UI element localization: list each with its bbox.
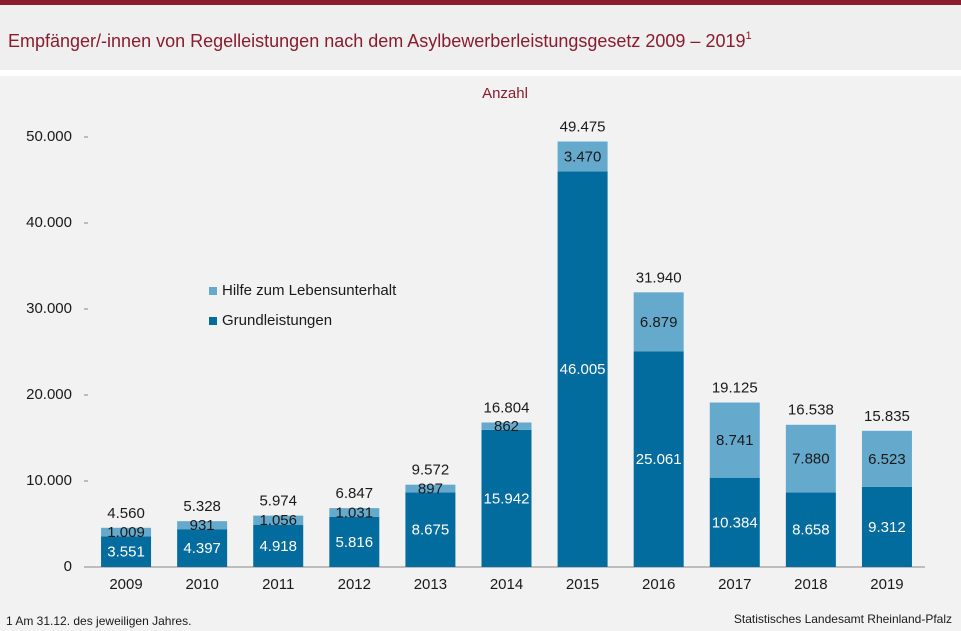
data-label: 1.056 bbox=[259, 512, 297, 529]
bar-segment bbox=[557, 141, 608, 172]
bar-segment bbox=[557, 171, 608, 567]
bar-segment bbox=[253, 524, 304, 567]
source: Statistisches Landesamt Rheinland-Pfalz bbox=[734, 612, 952, 626]
bar-segment bbox=[101, 536, 152, 567]
x-tick-label: 2013 bbox=[414, 576, 447, 593]
total-label: 9.572 bbox=[412, 462, 450, 479]
bar-segment bbox=[481, 429, 532, 567]
data-label: 25.061 bbox=[636, 451, 682, 468]
y-tick-label: 40.000 bbox=[26, 214, 72, 231]
data-label: 6.523 bbox=[868, 451, 906, 468]
data-label: 8.658 bbox=[792, 522, 830, 539]
data-label: 7.880 bbox=[792, 451, 830, 468]
data-label: 897 bbox=[418, 481, 443, 498]
x-tick-label: 2019 bbox=[870, 576, 903, 593]
data-label: 15.942 bbox=[484, 490, 530, 507]
title-band bbox=[0, 5, 961, 70]
data-label: 46.005 bbox=[560, 361, 606, 378]
total-label: 6.847 bbox=[336, 485, 374, 502]
x-tick-label: 2014 bbox=[490, 576, 523, 593]
x-tick-label: 2017 bbox=[718, 576, 751, 593]
bar-segment bbox=[633, 292, 684, 352]
bar-segment bbox=[861, 486, 912, 567]
x-tick-label: 2009 bbox=[109, 576, 142, 593]
data-label: 3.470 bbox=[564, 148, 602, 165]
data-label: 5.816 bbox=[336, 534, 374, 551]
bar-segment bbox=[329, 508, 380, 517]
x-tick-label: 2018 bbox=[794, 576, 827, 593]
bar-segment bbox=[253, 515, 304, 525]
bar-segment bbox=[405, 492, 456, 567]
data-label: 9.312 bbox=[868, 519, 906, 536]
x-tick-label: 2016 bbox=[642, 576, 675, 593]
data-label: 3.551 bbox=[107, 544, 145, 561]
data-label: 8.675 bbox=[412, 522, 450, 539]
data-label: 4.397 bbox=[183, 540, 221, 557]
bar-segment bbox=[405, 484, 456, 493]
legend-label: Hilfe zum Lebensunterhalt bbox=[222, 282, 397, 299]
data-label: 8.741 bbox=[716, 432, 754, 449]
title-superscript: 1 bbox=[745, 30, 751, 42]
y-tick-label: 30.000 bbox=[26, 300, 72, 317]
total-label: 49.475 bbox=[560, 118, 606, 135]
y-tick-label: 10.000 bbox=[26, 472, 72, 489]
y-axis-label: Anzahl bbox=[482, 85, 528, 102]
bar-segment bbox=[785, 492, 836, 567]
legend-swatch bbox=[209, 317, 217, 325]
legend-label: Grundleistungen bbox=[222, 312, 332, 329]
x-tick-label: 2011 bbox=[262, 576, 294, 593]
data-label: 1.009 bbox=[107, 524, 145, 541]
data-label: 4.918 bbox=[259, 538, 297, 555]
bar-segment bbox=[785, 424, 836, 493]
bar-segment bbox=[709, 477, 760, 567]
data-label: 10.384 bbox=[712, 514, 758, 531]
bar-segment bbox=[861, 430, 912, 487]
bar-segment bbox=[177, 529, 228, 567]
legend-swatch bbox=[209, 287, 217, 295]
total-label: 15.835 bbox=[864, 408, 910, 425]
footnote: 1 Am 31.12. des jeweiligen Jahres. bbox=[6, 614, 191, 628]
data-label: 862 bbox=[494, 418, 519, 435]
x-tick-label: 2012 bbox=[338, 576, 371, 593]
bar-segment bbox=[633, 351, 684, 567]
data-label: 1.031 bbox=[336, 505, 374, 522]
chart-title: Empfänger/-innen von Regelleistungen nac… bbox=[8, 30, 752, 51]
x-tick-label: 2015 bbox=[566, 576, 599, 593]
bar-segment bbox=[177, 521, 228, 530]
y-tick-label: 20.000 bbox=[26, 386, 72, 403]
total-label: 31.940 bbox=[636, 269, 682, 286]
total-label: 16.804 bbox=[484, 399, 530, 416]
bar-segment bbox=[329, 516, 380, 567]
total-label: 16.538 bbox=[788, 402, 834, 419]
data-label: 6.879 bbox=[640, 314, 678, 331]
total-label: 5.328 bbox=[183, 498, 221, 515]
y-tick-label: 50.000 bbox=[26, 128, 72, 145]
top-bar bbox=[0, 0, 961, 5]
total-label: 5.974 bbox=[259, 493, 297, 510]
total-label: 4.560 bbox=[107, 505, 145, 522]
bar-segment bbox=[101, 527, 152, 537]
bar-segment bbox=[709, 402, 760, 478]
title-text: Empfänger/-innen von Regelleistungen nac… bbox=[8, 31, 745, 51]
total-label: 19.125 bbox=[712, 379, 758, 396]
bar-segment bbox=[481, 422, 532, 430]
data-label: 931 bbox=[190, 517, 215, 534]
y-tick-label: 0 bbox=[64, 558, 72, 575]
x-tick-label: 2010 bbox=[185, 576, 218, 593]
